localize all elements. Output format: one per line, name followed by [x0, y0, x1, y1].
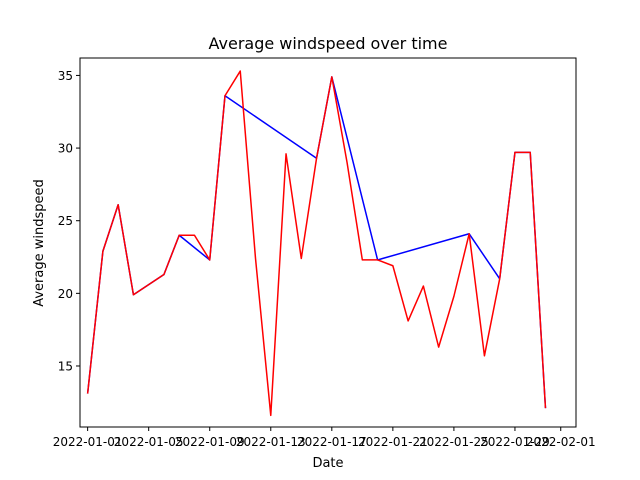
y-tick-label: 35	[58, 69, 73, 83]
y-axis-label: Average windspeed	[32, 179, 47, 307]
series-layer	[86, 70, 547, 417]
y-tick-label: 30	[58, 142, 73, 156]
chart-title: Average windspeed over time	[209, 34, 448, 53]
x-axis: 2022-01-012022-01-052022-01-092022-01-13…	[53, 427, 596, 449]
x-tick-label: 2022-01-21	[358, 435, 428, 449]
x-tick-label: 2022-01-05	[114, 435, 184, 449]
y-axis: 15 20 25 30 35	[58, 69, 80, 373]
y-tick-label: 15	[58, 359, 73, 373]
y-tick-label: 25	[58, 214, 73, 228]
x-tick-label: 2022-01-13	[236, 435, 306, 449]
series-line-2	[86, 70, 547, 417]
x-tick-label: 2022-01-25	[419, 435, 489, 449]
x-axis-label: Date	[312, 456, 343, 471]
x-tick-label: 2022-01-09	[175, 435, 245, 449]
x-tick-label: 2022-01-29	[480, 435, 550, 449]
plot-frame	[79, 57, 577, 428]
x-tick-label: 2022-02-01	[526, 435, 596, 449]
y-tick-label: 20	[58, 287, 73, 301]
x-tick-label: 2022-01-17	[297, 435, 367, 449]
x-tick-label: 2022-01-01	[53, 435, 123, 449]
